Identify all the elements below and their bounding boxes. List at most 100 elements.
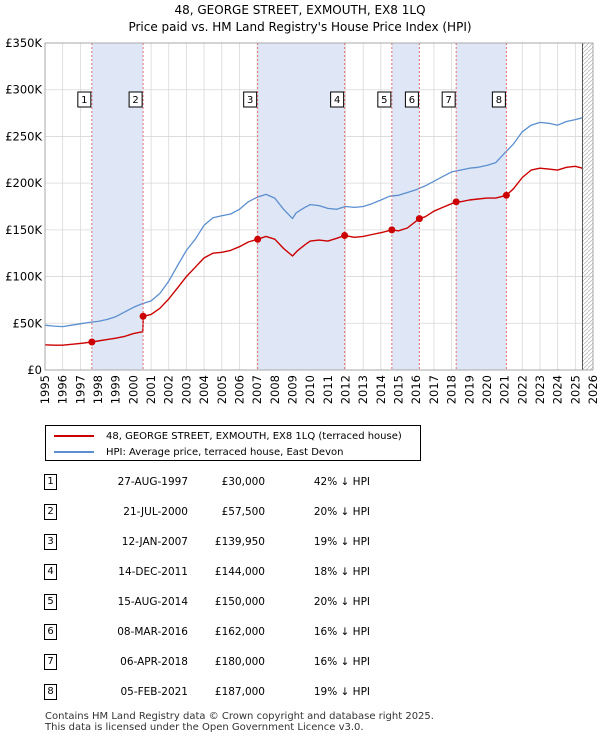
y-tick-label: £350K [5, 36, 42, 50]
x-tick-label: 2015 [392, 375, 406, 404]
legend-label-property: 48, GEORGE STREET, EXMOUTH, EX8 1LQ (ter… [106, 430, 402, 442]
y-tick-label: £250K [5, 129, 42, 143]
x-tick-label: 2021 [498, 375, 512, 404]
x-tick-label: 2020 [480, 375, 494, 404]
x-tick-label: 2018 [445, 375, 459, 404]
sale-point [341, 231, 349, 239]
x-tick-label: 2005 [215, 375, 229, 404]
series-layer [44, 117, 583, 346]
x-tick-label: 2011 [321, 375, 335, 404]
table-row: 2 21-JUL-2000 £57,500 20% ↓ HPI [0, 502, 600, 522]
sale-marker-box [377, 91, 392, 108]
y-tick-label: £50K [13, 316, 43, 330]
y-tick-label: £300K [5, 83, 42, 97]
sale-date: 08-MAR-2016 [117, 626, 188, 638]
x-tick-label: 1997 [73, 375, 87, 404]
table-row: 1 27-AUG-1997 £30,000 42% ↓ HPI [0, 472, 600, 492]
x-tick-label: 2003 [179, 375, 193, 404]
sale-number-badge: 2 [44, 504, 57, 520]
sale-point [254, 235, 262, 243]
sale-marker-label: 3 [247, 95, 253, 106]
x-tick-label: 1999 [109, 375, 123, 404]
sale-date: 05-FEB-2021 [120, 686, 188, 698]
sale-price: £187,000 [214, 686, 265, 698]
legend-item-property: 48, GEORGE STREET, EXMOUTH, EX8 1LQ (ter… [54, 429, 402, 443]
property-price-line [44, 165, 583, 346]
sale-marker-box [128, 91, 143, 108]
plot-frame [44, 42, 594, 371]
sale-price: £162,000 [214, 626, 265, 638]
sale-number-badge: 4 [44, 564, 57, 580]
sale-date: 27-AUG-1997 [117, 476, 188, 488]
sale-hpi-diff: 20% ↓ HPI [313, 596, 370, 608]
sale-hpi-diff: 16% ↓ HPI [313, 626, 370, 638]
sale-date: 06-APR-2018 [120, 656, 188, 668]
sale-number-badge: 7 [44, 654, 57, 670]
sale-marker-box [330, 91, 345, 108]
chart-title-line2: Price paid vs. HM Land Registry's House … [128, 20, 472, 34]
sale-price: £144,000 [214, 566, 265, 578]
x-tick-label: 2022 [515, 375, 529, 404]
marker-layer: 1 2 3 4 5 6 7 8 [77, 43, 583, 370]
sale-number-badge: 8 [44, 684, 57, 700]
sale-point [415, 215, 423, 223]
legend-swatch-hpi [54, 451, 94, 453]
legend-item-hpi: HPI: Average price, terraced house, East… [54, 445, 343, 459]
sale-hpi-diff: 20% ↓ HPI [313, 506, 370, 518]
legend-swatch-property [54, 435, 94, 437]
table-row: 3 12-JAN-2007 £139,950 19% ↓ HPI [0, 532, 600, 552]
x-tick-label: 2000 [126, 375, 140, 404]
chart-title: 48, GEORGE STREET, EXMOUTH, EX8 1LQ Pric… [0, 2, 600, 36]
axis-layer: £0 £50K £100K £150K £200K £250K £300K £350K 1995… [5, 36, 600, 404]
x-tick-label: 2012 [339, 375, 353, 404]
y-tick-label: £100K [5, 270, 42, 284]
x-tick-label: 2010 [303, 375, 317, 404]
x-tick-label: 1996 [56, 375, 70, 404]
sale-date: 12-JAN-2007 [121, 536, 188, 548]
sale-marker-label: 7 [445, 95, 451, 106]
table-row: 6 08-MAR-2016 £162,000 16% ↓ HPI [0, 622, 600, 642]
sale-date: 15-AUG-2014 [117, 596, 188, 608]
sale-hpi-diff: 19% ↓ HPI [313, 686, 370, 698]
x-tick-label: 2017 [427, 375, 441, 404]
legend-label-hpi: HPI: Average price, terraced house, East… [106, 446, 344, 458]
sale-point [452, 198, 460, 206]
sale-price: £57,500 [221, 506, 265, 518]
x-tick-label: 2013 [356, 375, 370, 404]
footer: Contains HM Land Registry data © Crown c… [45, 711, 434, 733]
x-tick-label: 2014 [374, 375, 388, 404]
sale-hpi-diff: 42% ↓ HPI [313, 476, 370, 488]
x-tick-label: 2002 [162, 375, 176, 404]
sale-marker-label: 1 [81, 95, 87, 106]
hpi-line [44, 117, 583, 328]
y-tick-label: £150K [5, 223, 42, 237]
sale-marker-box [404, 91, 419, 108]
sale-hpi-diff: 18% ↓ HPI [313, 566, 370, 578]
footer-copyright: Contains HM Land Registry data © Crown c… [45, 711, 434, 722]
x-tick-label: 2024 [551, 375, 565, 404]
sale-point [88, 338, 96, 346]
x-tick-label: 2001 [144, 375, 158, 404]
forecast-hatch [582, 43, 593, 370]
table-row: 7 06-APR-2018 £180,000 16% ↓ HPI [0, 652, 600, 672]
x-tick-label: 2019 [462, 375, 476, 404]
sale-number-badge: 6 [44, 624, 57, 640]
sale-number-badge: 1 [44, 474, 57, 490]
x-tick-label: 2016 [409, 375, 423, 404]
sale-price: £30,000 [221, 476, 265, 488]
x-tick-label: 2006 [232, 375, 246, 404]
sale-date: 21-JUL-2000 [123, 506, 188, 518]
sale-point [502, 191, 510, 199]
x-tick-label: 2004 [197, 375, 211, 404]
sale-date: 14-DEC-2011 [118, 566, 188, 578]
chart-title-line1: 48, GEORGE STREET, EXMOUTH, EX8 1LQ [174, 3, 426, 17]
sale-number-badge: 3 [44, 534, 57, 550]
sale-price: £139,950 [214, 536, 265, 548]
sale-marker-label: 8 [496, 95, 502, 106]
sale-marker-label: 4 [334, 95, 340, 106]
sale-hpi-diff: 19% ↓ HPI [313, 536, 370, 548]
sale-marker-label: 5 [381, 95, 387, 106]
x-tick-label: 2007 [250, 375, 264, 404]
sale-hpi-diff: 16% ↓ HPI [313, 656, 370, 668]
table-row: 5 15-AUG-2014 £150,000 20% ↓ HPI [0, 592, 600, 612]
